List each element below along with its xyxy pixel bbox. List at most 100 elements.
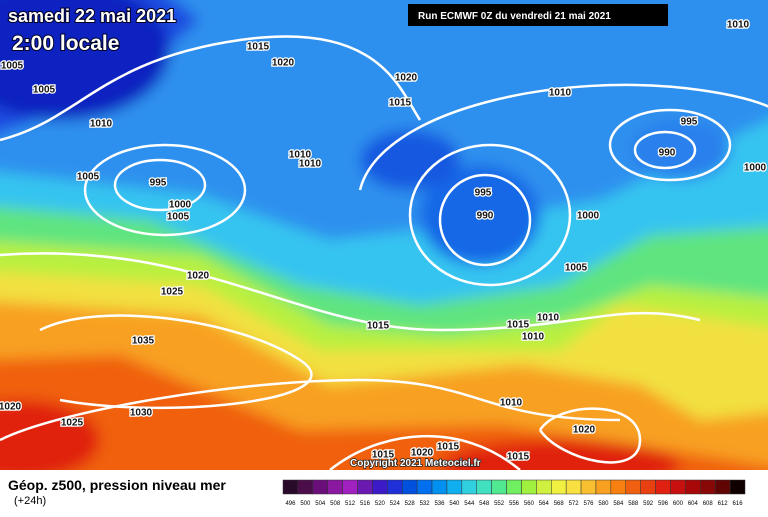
isobar-label: 995	[681, 117, 698, 128]
scale-label: 500	[300, 501, 311, 507]
scale-label: 536	[434, 501, 445, 507]
scale-swatch	[416, 479, 433, 495]
scale-swatch	[551, 479, 567, 495]
isobar-label: 995	[150, 178, 167, 189]
isobar-label: 1010	[549, 88, 572, 99]
scale-swatch	[610, 479, 627, 495]
scale-label: 516	[360, 501, 371, 507]
scale-label: 524	[390, 501, 401, 507]
isobar-label: 1020	[411, 448, 434, 459]
scale-swatch	[670, 479, 686, 495]
isobar-label: 1035	[132, 336, 155, 347]
scale-label: 540	[449, 501, 460, 507]
scale-label: 512	[345, 501, 356, 507]
scale-swatch	[342, 479, 358, 495]
isobar-label: 1010	[299, 159, 322, 170]
scale-swatch	[700, 479, 716, 495]
scale-swatch	[580, 479, 597, 495]
isobar-label: 1005	[77, 172, 100, 183]
isobar-label: 1010	[500, 398, 523, 409]
isobar-label: 1010	[90, 119, 113, 130]
scale-label: 528	[405, 501, 416, 507]
scale-label: 600	[673, 501, 684, 507]
isobar-label: 1005	[167, 212, 190, 223]
scale-label: 504	[315, 501, 326, 507]
scale-swatch	[297, 479, 314, 495]
scale-swatch	[685, 479, 701, 495]
scale-label: 520	[375, 501, 386, 507]
scale-label: 588	[628, 501, 639, 507]
isobar-label: 1010	[522, 332, 545, 343]
isobar-label: 990	[659, 148, 676, 159]
scale-swatch	[387, 479, 403, 495]
run-box	[408, 4, 668, 26]
scale-label: 616	[733, 501, 744, 507]
isobar-label: 1020	[0, 402, 22, 413]
scale-label: 612	[718, 501, 729, 507]
isobar-label: 1015	[247, 42, 270, 53]
scale-label: 608	[703, 501, 714, 507]
scale-swatch	[625, 479, 641, 495]
scale-swatch	[655, 479, 671, 495]
scale-label: 592	[643, 501, 654, 507]
isobar-label: 1015	[367, 321, 390, 332]
scale-label: 568	[554, 501, 565, 507]
scale-label: 560	[524, 501, 535, 507]
isobar-label: 1020	[573, 425, 596, 436]
scale-label: 576	[584, 501, 595, 507]
isobar-label: 1000	[577, 211, 600, 222]
lead-time: (+24h)	[14, 495, 46, 507]
isobar-label: 1005	[1, 61, 24, 72]
isobar-label: 1010	[537, 313, 560, 324]
copyright: Copyright 2021 Meteociel.fr	[350, 458, 481, 469]
scale-swatch	[521, 479, 537, 495]
isobar-label: 1020	[272, 58, 295, 69]
isobar-label: 1000	[169, 200, 192, 211]
isobar-label: 1015	[372, 450, 395, 461]
isobar-label: 1000	[744, 163, 767, 174]
isobar-label: 1005	[33, 85, 56, 96]
scale-swatch	[729, 479, 746, 495]
scale-swatch	[327, 479, 343, 495]
scale-label: 580	[598, 501, 609, 507]
scale-swatch	[431, 479, 448, 495]
date: samedi 22 mai 2021	[8, 6, 176, 26]
isobar-label: 1030	[130, 408, 153, 419]
isobar-label: 1010	[289, 150, 312, 161]
scale-swatch	[312, 479, 328, 495]
scale-label: 604	[688, 501, 699, 507]
scale-label: 564	[539, 501, 550, 507]
isobar-labels: 1005100510101005995100010051015102010201…	[0, 18, 768, 464]
scale-label: 544	[464, 501, 475, 507]
time: 2:00 locale	[12, 32, 119, 55]
scale-label: 532	[420, 501, 431, 507]
scale-swatch	[476, 479, 492, 495]
footer-title: Géop. z500, pression niveau mer	[8, 477, 226, 493]
scale-label: 584	[613, 501, 624, 507]
scale-label: 552	[494, 501, 505, 507]
scale-swatch	[357, 479, 373, 495]
scale-swatch	[536, 479, 552, 495]
isobar-label: 1005	[565, 263, 588, 274]
isobar-label: 1015	[507, 320, 530, 331]
isobar-label: 1020	[395, 73, 418, 84]
scale-swatch	[565, 479, 582, 495]
color-scale: 496 500 504 508 512 516 520 524 528 532 536 540 544 5…	[282, 479, 746, 507]
isobar-label: 1025	[61, 418, 84, 429]
scale-swatch	[506, 479, 522, 495]
isobar-label: 1025	[161, 287, 184, 298]
isobar-label: 1015	[437, 442, 460, 453]
scale-swatch	[446, 479, 463, 495]
field	[0, 0, 768, 470]
isobar-label: 1010	[727, 20, 750, 31]
isobar-label: 1015	[389, 98, 412, 109]
scale-label: 548	[479, 501, 490, 507]
scale-swatch	[401, 479, 418, 495]
isobars	[0, 35, 768, 470]
isobar-label: 995	[475, 188, 492, 199]
scale-swatch	[282, 479, 299, 495]
scale-swatch	[640, 479, 656, 495]
scale-label: 596	[658, 501, 669, 507]
